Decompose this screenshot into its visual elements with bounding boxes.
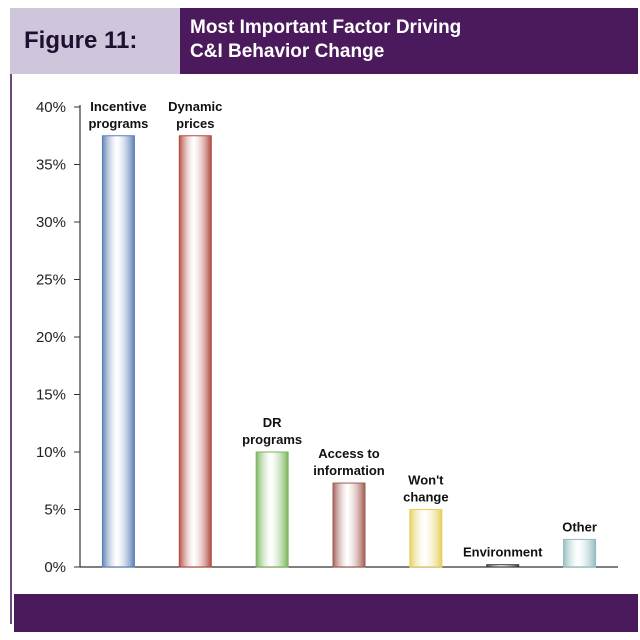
- bar-0: [101, 135, 135, 568]
- bar-2: [255, 451, 289, 568]
- category-label: programs: [88, 116, 148, 131]
- y-tick-label: 40%: [36, 99, 66, 116]
- bar-4: [409, 509, 443, 568]
- y-tick-label: 5%: [44, 502, 66, 519]
- category-label: prices: [176, 116, 214, 131]
- figure-title: Most Important Factor Driving C&I Behavi…: [180, 8, 638, 74]
- y-tick-label: 35%: [36, 157, 66, 174]
- figure-title-line-1: Most Important Factor Driving: [190, 17, 462, 38]
- category-label: Dynamic: [168, 99, 222, 114]
- figure-title-line-2: C&I Behavior Change: [190, 41, 385, 62]
- left-border-rule: [10, 74, 12, 624]
- category-label: change: [403, 490, 449, 505]
- category-label: programs: [242, 432, 302, 447]
- category-label: DR: [263, 415, 282, 430]
- bar-5: [486, 564, 520, 568]
- bar-6: [563, 538, 597, 568]
- footer-bar: [14, 594, 638, 632]
- category-label: Won't: [408, 473, 444, 488]
- y-tick-label: 20%: [36, 329, 66, 346]
- figure-label: Figure 11:: [10, 8, 180, 74]
- category-label: Incentive: [90, 99, 146, 114]
- y-tick-label: 30%: [36, 214, 66, 231]
- y-tick-label: 25%: [36, 272, 66, 289]
- category-label: Access to: [318, 446, 379, 461]
- category-label: Environment: [463, 545, 543, 560]
- category-label: information: [313, 463, 385, 478]
- y-tick-label: 15%: [36, 387, 66, 404]
- y-tick-label: 0%: [44, 559, 66, 576]
- figure-header: Figure 11: Most Important Factor Driving…: [10, 8, 638, 74]
- y-tick-label: 10%: [36, 444, 66, 461]
- category-label: Other: [562, 519, 597, 534]
- bar-3: [332, 482, 366, 568]
- bar-1: [178, 135, 212, 568]
